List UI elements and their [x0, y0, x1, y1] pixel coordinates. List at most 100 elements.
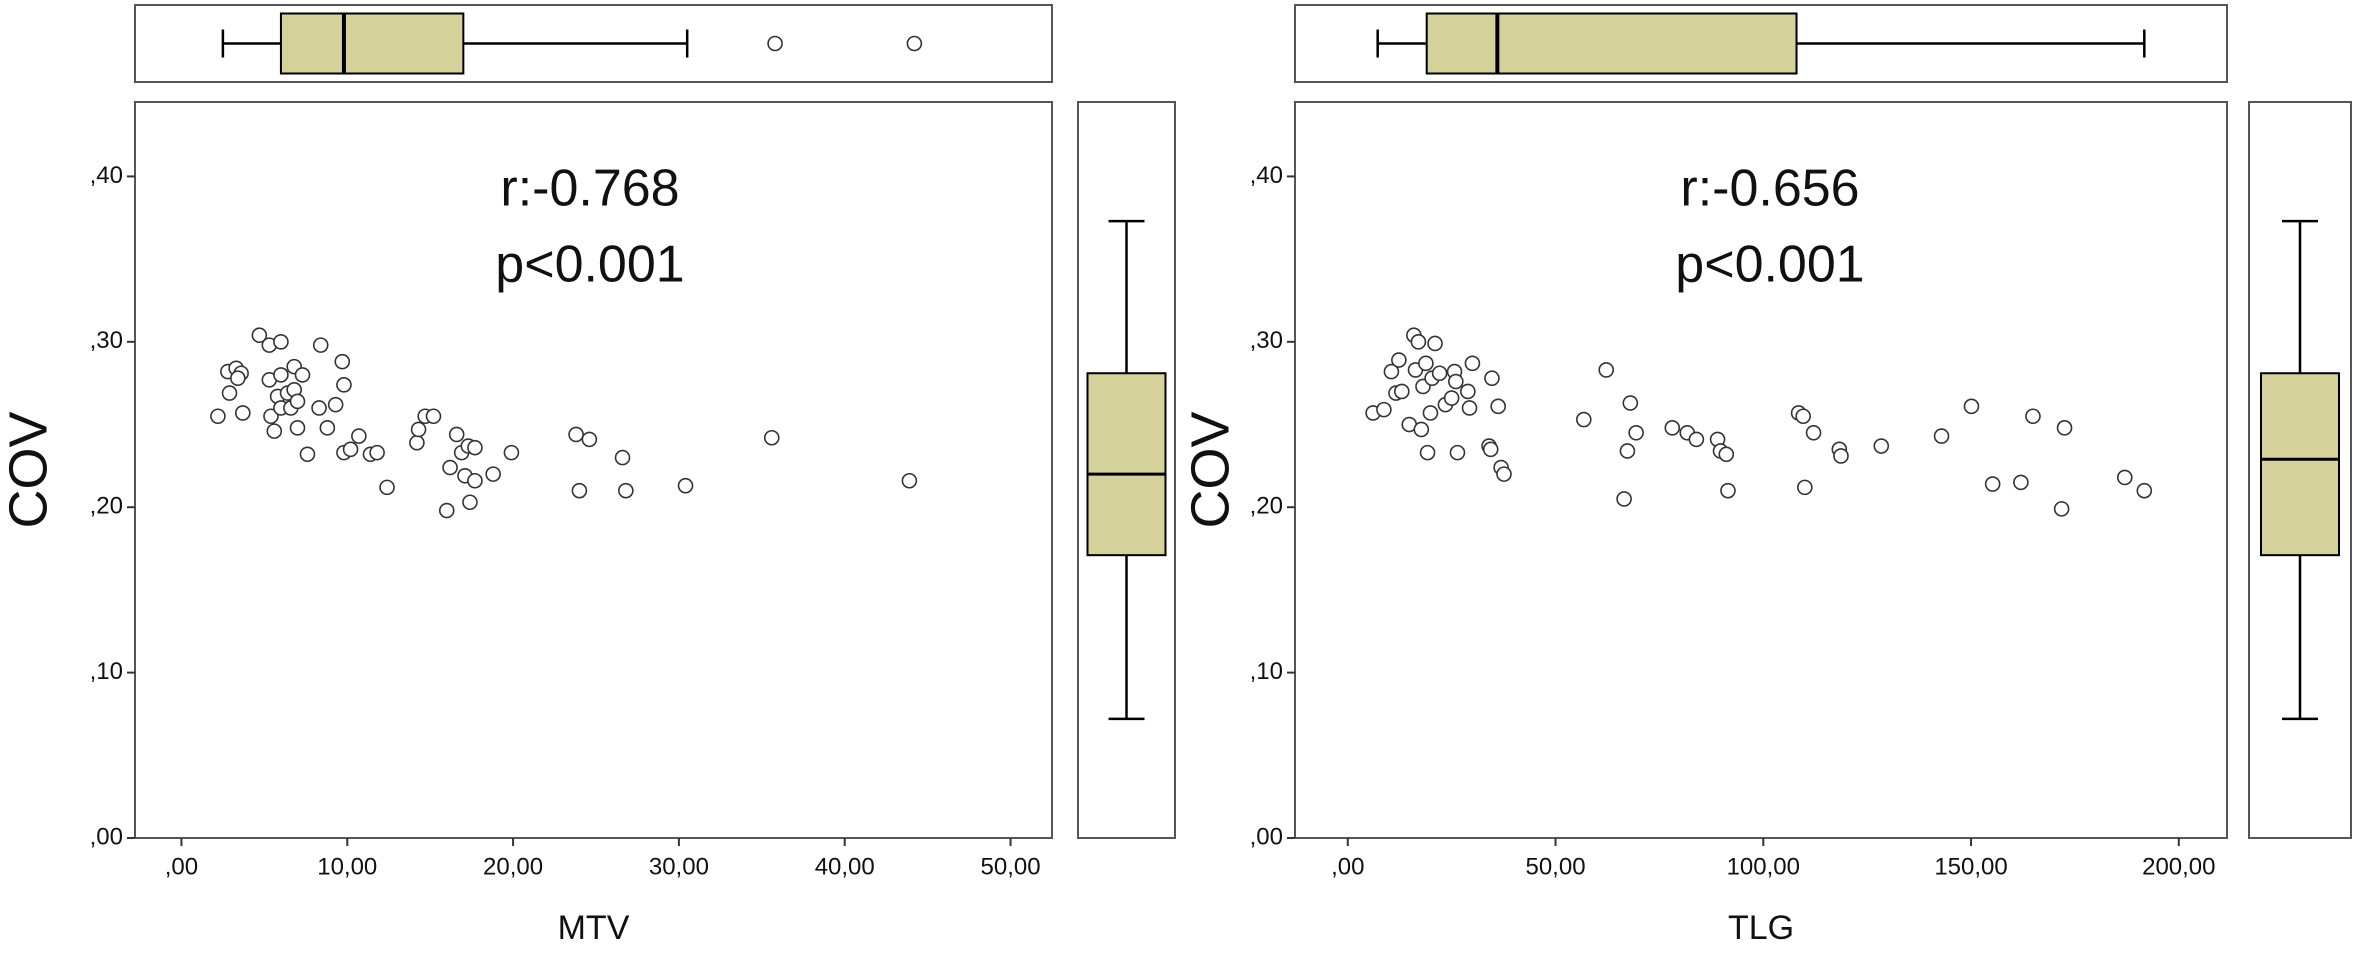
point [1448, 373, 1464, 390]
point [568, 426, 584, 443]
x-tick-label: ,00 [1331, 853, 1364, 880]
point [251, 327, 268, 344]
point [409, 434, 425, 451]
point [334, 353, 351, 370]
point [1688, 431, 1705, 448]
x-tick-label: 50,00 [981, 853, 1041, 880]
point [342, 441, 359, 458]
y-tick-label: ,40 [90, 162, 123, 189]
point [581, 431, 598, 448]
point [571, 482, 588, 499]
y-tick-label: ,20 [90, 493, 123, 520]
point [1496, 466, 1512, 482]
point [425, 408, 442, 425]
annotation: r:-0.768 [500, 160, 679, 218]
x-tick-label: ,00 [165, 853, 198, 880]
point [319, 420, 336, 436]
point [2116, 469, 2133, 486]
point [234, 405, 251, 421]
point [369, 444, 385, 461]
point [273, 367, 289, 383]
outlier [906, 35, 923, 52]
point [312, 337, 329, 353]
point [2053, 501, 2070, 517]
y-tick-label: ,30 [90, 327, 123, 354]
point [273, 334, 289, 350]
y-tick-label: ,00 [90, 823, 123, 850]
point [266, 423, 283, 439]
point [442, 459, 458, 476]
point [503, 444, 520, 461]
y-tick-label: ,20 [1250, 493, 1283, 520]
point [1873, 438, 1890, 454]
point [1422, 405, 1439, 421]
point [1419, 444, 1436, 461]
y-tick-label: ,40 [1250, 162, 1283, 189]
point [1443, 390, 1460, 406]
point [336, 377, 352, 393]
point [1619, 443, 1636, 459]
annotation: r:-0.656 [1680, 160, 1859, 218]
point [2056, 420, 2073, 436]
y-axis-label: COV [0, 411, 58, 528]
annotation: p<0.001 [1675, 236, 1864, 294]
point [311, 400, 327, 416]
point [1628, 424, 1644, 441]
point [1933, 428, 1950, 444]
x-tick-label: 40,00 [815, 853, 875, 880]
y-tick-label: ,10 [90, 658, 123, 685]
point [410, 421, 427, 438]
x-tick-label: 30,00 [649, 853, 709, 880]
point [763, 429, 780, 446]
x-axis-label: MTV [558, 909, 630, 947]
point [1418, 355, 1434, 372]
box [1425, 12, 1798, 75]
top-box-frame [1294, 4, 2228, 83]
x-tick-label: 100,00 [1727, 853, 1800, 880]
top-box-frame [134, 4, 1053, 83]
point [1431, 365, 1448, 382]
point [210, 408, 226, 425]
point [1984, 476, 2001, 492]
side-box-frame [2248, 101, 2352, 839]
point [379, 479, 395, 496]
point [1376, 401, 1392, 418]
point [467, 472, 483, 489]
point [467, 439, 483, 456]
point [221, 385, 238, 401]
point [327, 396, 344, 413]
point [1616, 491, 1632, 507]
y-tick-label: ,00 [1250, 823, 1283, 850]
point [1461, 400, 1478, 416]
y-tick-label: ,10 [1250, 658, 1283, 685]
point [1464, 355, 1481, 372]
point [438, 502, 455, 519]
point [2136, 482, 2153, 499]
point [1449, 444, 1466, 461]
outlier [767, 35, 783, 52]
y-tick-label: ,30 [1250, 327, 1283, 354]
point [1805, 424, 1822, 441]
point [289, 393, 306, 410]
point [1720, 482, 1736, 499]
point [1413, 421, 1430, 438]
y-axis-label: COV [1180, 411, 1240, 528]
point [1490, 398, 1506, 415]
point [1460, 383, 1476, 400]
side-box-frame [1077, 101, 1176, 839]
x-axis-label: TLG [1728, 909, 1794, 947]
point [1718, 446, 1735, 463]
point [462, 494, 478, 511]
point [1575, 411, 1592, 428]
point [1484, 370, 1500, 387]
point [2013, 474, 2029, 491]
x-tick-label: 10,00 [317, 853, 377, 880]
point [1391, 352, 1407, 368]
point [263, 408, 279, 425]
point [230, 370, 246, 387]
point [1797, 479, 1813, 496]
point [448, 426, 465, 443]
point [1393, 383, 1410, 400]
point [299, 446, 316, 463]
